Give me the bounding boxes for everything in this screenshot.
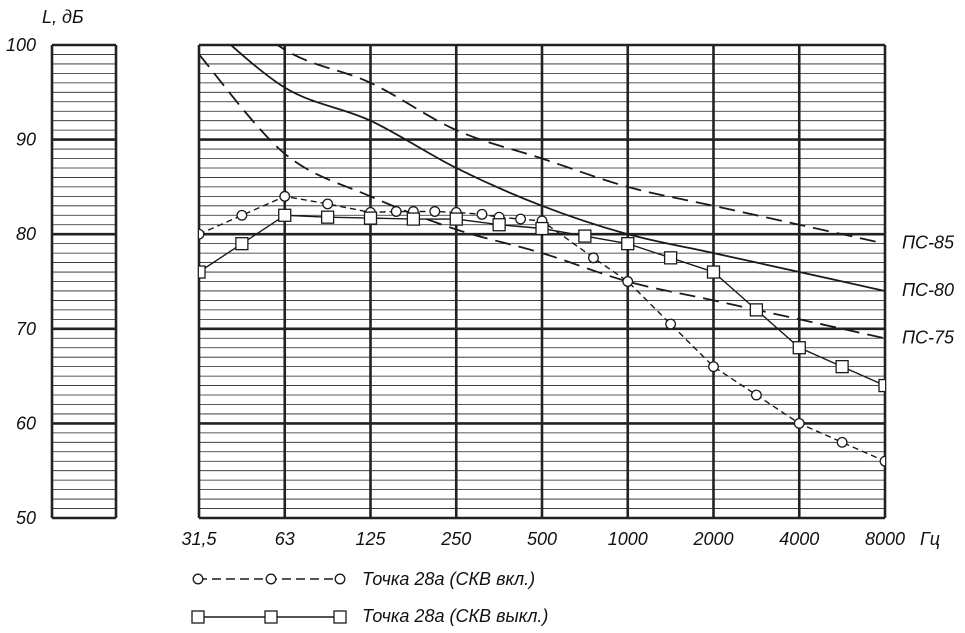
legend-label-on: Точка 28а (СКВ вкл.) — [362, 569, 535, 589]
left-scale-panel — [50, 43, 118, 520]
curves-layer — [199, 45, 885, 467]
x-tick-label: 500 — [527, 529, 557, 549]
y-tick-labels: 50 60 70 80 90 100 — [6, 35, 36, 528]
x-tick-label: 1000 — [608, 529, 648, 549]
data-point-circle — [793, 417, 805, 429]
data-point-circle — [322, 198, 334, 210]
legend-marker-square — [191, 610, 205, 624]
data-point-circle — [236, 209, 248, 221]
y-tick-label: 80 — [16, 224, 36, 244]
x-tick-label: 4000 — [779, 529, 819, 549]
data-point-square — [449, 212, 463, 226]
x-tick-label: 250 — [440, 529, 471, 549]
limit-curve-line — [275, 45, 885, 245]
x-unit-label: Гц — [920, 529, 940, 549]
legend-marker-circle — [334, 573, 346, 585]
data-point-square — [878, 378, 885, 393]
data-point-circle — [665, 318, 677, 330]
data-point-circle — [390, 206, 402, 217]
data-point-circle — [879, 455, 885, 467]
data-point-square — [663, 251, 678, 265]
x-tick-labels: 31,5 63 125 250 500 1000 2000 4000 8000 — [181, 529, 905, 549]
data-point-circle — [199, 228, 205, 240]
y-axis-label: L, дБ — [42, 7, 84, 27]
limit-curve-label: ПС-85 — [902, 233, 955, 253]
legend-marker-circle — [192, 573, 204, 585]
data-point-circle — [515, 213, 527, 225]
legend-marker-square — [264, 610, 278, 624]
legend-marker-square — [333, 610, 347, 624]
data-point-square — [621, 237, 635, 251]
limit-curve-labels: ПС-85 ПС-80 ПС-75 — [902, 233, 955, 348]
data-point-circle — [588, 252, 599, 264]
data-point-square — [535, 221, 549, 236]
data-point-square — [792, 341, 806, 355]
legend-marker-circle — [265, 573, 277, 585]
data-point-square — [363, 211, 378, 225]
y-tick-label: 60 — [16, 413, 36, 433]
legend: Точка 28а (СКВ вкл.) Точка 28а (СКВ выкл… — [191, 569, 548, 626]
legend-sample-on — [192, 573, 346, 585]
data-point-square — [578, 229, 592, 243]
y-tick-label: 90 — [16, 130, 36, 150]
x-tick-label: 31,5 — [181, 529, 217, 549]
x-tick-label: 125 — [355, 529, 386, 549]
legend-label-off: Точка 28а (СКВ выкл.) — [362, 606, 548, 626]
limit-curve-line — [199, 53, 885, 340]
plot-grid — [197, 43, 887, 520]
x-tick-label: 63 — [275, 529, 295, 549]
x-tick-label: 2000 — [692, 529, 733, 549]
data-point-circle — [622, 276, 634, 287]
data-point-circle — [429, 206, 441, 217]
data-point-square — [320, 210, 335, 224]
data-point-square — [749, 303, 764, 317]
data-point-circle — [279, 190, 291, 202]
data-point-square — [199, 265, 206, 279]
data-point-circle — [476, 208, 488, 220]
limit-curve-label: ПС-80 — [902, 280, 954, 300]
data-point-square — [278, 208, 292, 222]
limit-curve-label: ПС-75 — [902, 327, 955, 347]
x-tick-label: 8000 — [865, 529, 905, 549]
data-point-square — [492, 218, 506, 232]
y-tick-label: 100 — [6, 35, 36, 55]
y-tick-label: 50 — [16, 508, 36, 528]
series-line — [199, 195, 885, 462]
data-point-circle — [750, 389, 762, 401]
data-point-square — [706, 265, 721, 279]
data-point-square — [835, 359, 849, 374]
data-point-circle — [708, 361, 719, 373]
y-tick-label: 70 — [16, 319, 36, 339]
data-point-circle — [836, 436, 848, 448]
data-point-square — [235, 237, 249, 251]
limit-curve-line — [229, 45, 885, 292]
legend-sample-off — [191, 610, 347, 624]
data-point-square — [406, 212, 421, 226]
